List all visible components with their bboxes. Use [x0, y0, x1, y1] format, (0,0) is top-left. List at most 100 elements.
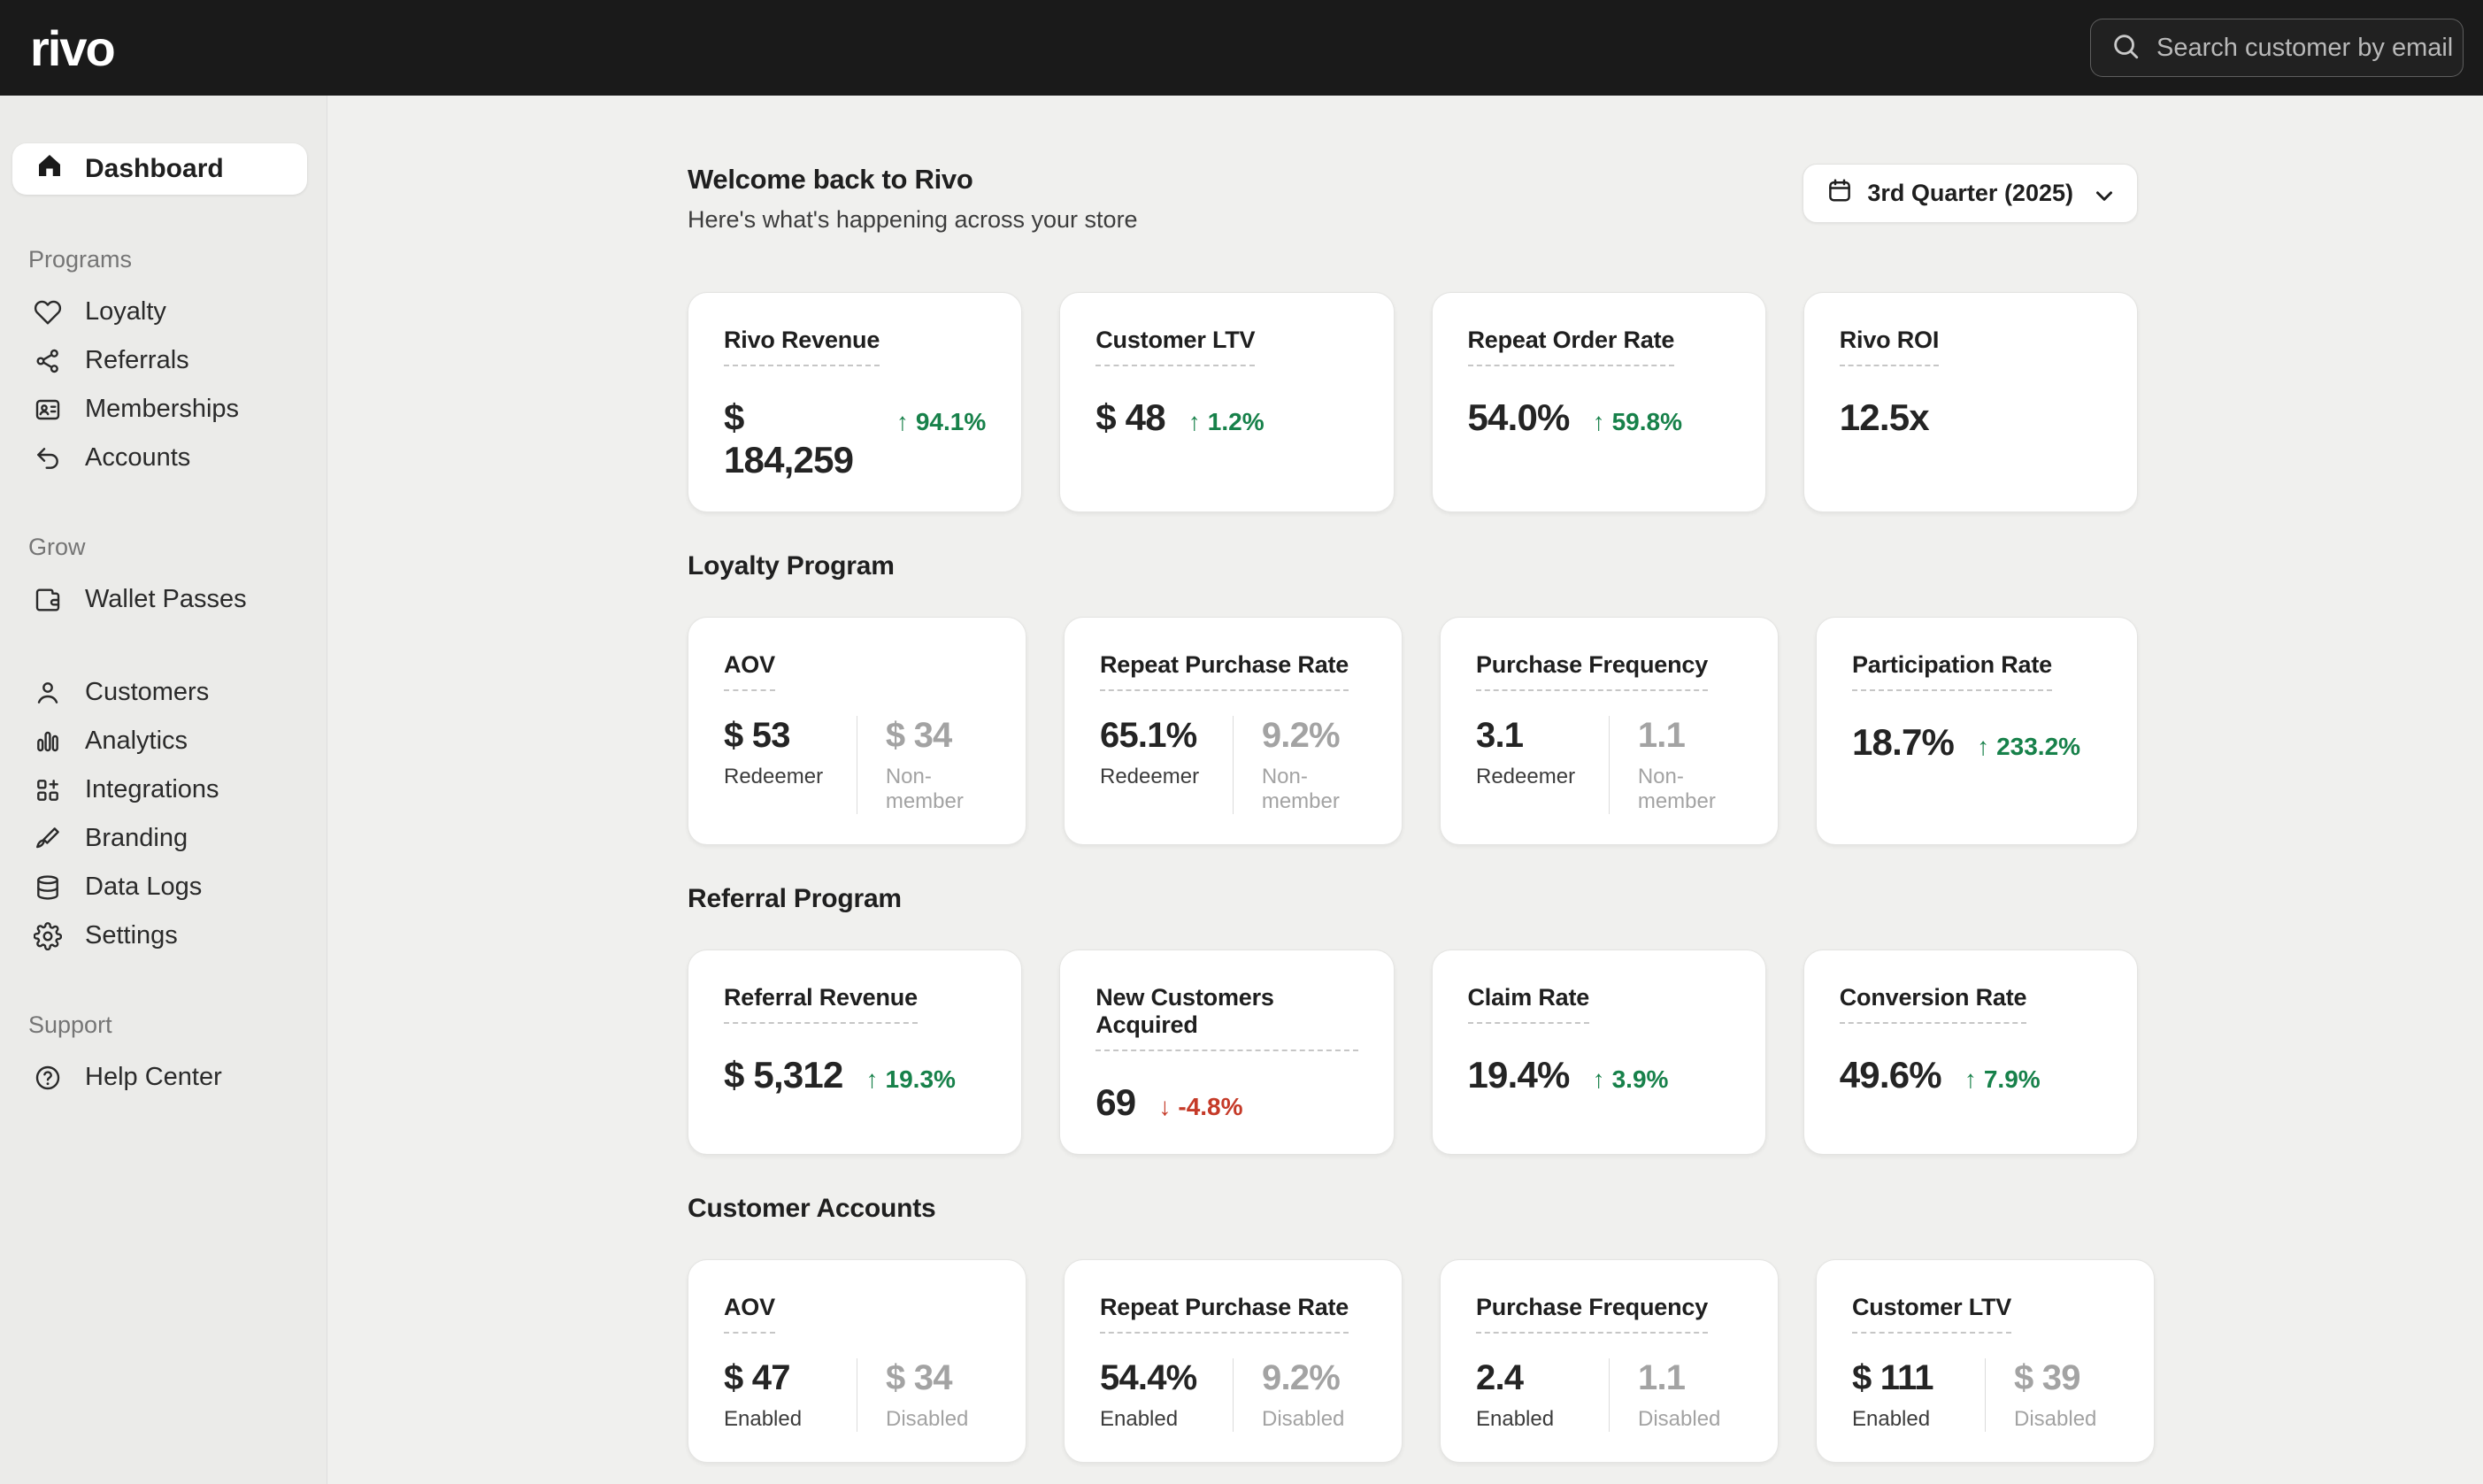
- database-icon: [34, 873, 62, 902]
- metric-card-aov: AOV $ 47 Enabled $ 34 Disabled: [688, 1259, 1026, 1463]
- sidebar-item-memberships[interactable]: Memberships: [12, 385, 307, 434]
- compare-value: $ 47: [724, 1358, 790, 1397]
- chevron-down-icon: [2091, 182, 2114, 205]
- sidebar-section-label: Programs: [28, 246, 133, 273]
- sidebar-item-branding[interactable]: Branding: [12, 814, 307, 863]
- metric-card-repeat-purchase-rate: Repeat Purchase Rate 65.1% Redeemer 9.2% Non…: [1064, 617, 1403, 845]
- metric-value: $ 5,312: [724, 1054, 843, 1096]
- compare-right-column: 1.1 Disabled: [1638, 1358, 1742, 1432]
- section-title: Customer Accounts: [688, 1194, 936, 1223]
- sidebar-item-referrals[interactable]: Referrals: [12, 336, 307, 385]
- arrow-up-icon: ↑: [1977, 733, 1990, 760]
- compare-value: 2.4: [1476, 1358, 1524, 1397]
- metric-card-repeat-order-rate: Repeat Order Rate 54.0% ↑ 59.8%: [1431, 292, 1766, 512]
- sidebar-item-accounts[interactable]: Accounts: [12, 434, 307, 482]
- paintbrush-icon: [34, 825, 62, 853]
- compare-right-column: 9.2% Non-member: [1262, 716, 1366, 814]
- compare-value: 54.4%: [1100, 1358, 1197, 1397]
- calendar-icon: [1826, 177, 1853, 210]
- compare-label: Non-member: [885, 765, 964, 813]
- metric-card-title: Customer LTV: [1095, 327, 1256, 366]
- metric-card-title: Rivo ROI: [1839, 327, 1939, 366]
- sidebar-item-label: Settings: [85, 921, 178, 950]
- metric-compare-row: $ 47 Enabled $ 34 Disabled: [724, 1358, 990, 1432]
- metric-value: 18.7%: [1852, 721, 1955, 763]
- compare-label: Disabled: [1638, 1407, 1721, 1431]
- sidebar-item-integrations[interactable]: Integrations: [12, 765, 307, 814]
- metric-card-aov: AOV $ 53 Redeemer $ 34 Non-member: [688, 617, 1026, 845]
- compare-left-column: $ 53 Redeemer: [724, 716, 828, 814]
- sidebar-item-wallet-passes[interactable]: Wallet Passes: [12, 575, 307, 624]
- sidebar-item-analytics[interactable]: Analytics: [12, 717, 307, 765]
- compare-left-column: 54.4% Enabled: [1100, 1358, 1204, 1432]
- metric-card-title: AOV: [724, 651, 775, 691]
- compare-label: Disabled: [1262, 1407, 1345, 1431]
- metric-card-title: Repeat Purchase Rate: [1100, 1294, 1349, 1334]
- sidebar-item-label: Wallet Passes: [85, 585, 247, 613]
- metric-value: 19.4%: [1467, 1054, 1571, 1096]
- sidebar-item-dashboard[interactable]: Dashboard: [12, 143, 307, 195]
- sidebar-item-label: Dashboard: [85, 154, 224, 183]
- compare-right-column: 9.2% Disabled: [1262, 1358, 1366, 1432]
- metric-card-purchase-frequency: Purchase Frequency 3.1 Redeemer 1.1 Non-memb…: [1440, 617, 1779, 845]
- sidebar-item-label: Analytics: [85, 727, 188, 755]
- arrow-up-icon: ↑: [896, 408, 909, 435]
- welcome-block: Welcome back to Rivo Here's what's happe…: [688, 164, 1138, 234]
- arrow-up-icon: ↑: [1964, 1065, 1977, 1093]
- metric-delta: ↑ 94.1%: [896, 408, 986, 436]
- card-grid: Referral Revenue $ 5,312 ↑ 19.3% New Custome…: [688, 950, 2138, 1155]
- metric-value: 54.0%: [1467, 396, 1571, 438]
- metric-delta-value: -4.8%: [1178, 1093, 1243, 1120]
- compare-label: Enabled: [724, 1407, 803, 1431]
- metric-card-purchase-frequency: Purchase Frequency 2.4 Enabled 1.1 Disabled: [1440, 1259, 1779, 1463]
- customer-search[interactable]: [2090, 19, 2483, 77]
- metric-card-title: AOV: [724, 1294, 775, 1334]
- sidebar: Dashboard Programs Loyalty Referrals Member…: [0, 96, 327, 1484]
- metric-card-title: Participation Rate: [1852, 651, 2052, 691]
- compare-label: Enabled: [1100, 1407, 1179, 1431]
- card-grid: AOV $ 47 Enabled $ 34 Disabled Repeat Purchas…: [688, 1259, 2155, 1463]
- sidebar-item-data-logs[interactable]: Data Logs: [12, 863, 307, 911]
- sidebar-item-help-center[interactable]: Help Center: [12, 1053, 307, 1102]
- arrow-down-icon: ↓: [1158, 1093, 1172, 1120]
- metric-card-title: Purchase Frequency: [1476, 651, 1708, 691]
- period-selector-button[interactable]: 3rd Quarter (2025): [1803, 164, 2138, 223]
- compare-left-column: $ 47 Enabled: [724, 1358, 828, 1432]
- sidebar-section-label: Grow: [28, 534, 86, 560]
- metric-value-row: 19.4% ↑ 3.9%: [1468, 1054, 1730, 1096]
- metric-value-row: $ 5,312 ↑ 19.3%: [724, 1054, 986, 1096]
- compare-left-column: 65.1% Redeemer: [1100, 716, 1204, 814]
- metric-card-rivo-revenue: Rivo Revenue $ 184,259 ↑ 94.1%: [688, 292, 1023, 512]
- search-input[interactable]: [2156, 33, 2483, 63]
- compare-divider: [1233, 716, 1234, 814]
- metric-card-title: Conversion Rate: [1839, 984, 2027, 1024]
- blocks-plus-icon: [34, 776, 62, 804]
- metric-card-title: Referral Revenue: [724, 984, 918, 1024]
- metric-delta-value: 1.2%: [1207, 408, 1265, 435]
- sidebar-item-settings[interactable]: Settings: [12, 911, 307, 960]
- metric-value: $ 184,259: [724, 396, 854, 481]
- metric-card-customer-ltv: Customer LTV $ 48 ↑ 1.2%: [1059, 292, 1395, 512]
- compare-right-column: 1.1 Non-member: [1638, 716, 1742, 814]
- compare-value: 1.1: [1638, 1358, 1686, 1397]
- metric-card-title: Rivo Revenue: [724, 327, 880, 366]
- metric-delta: ↑ 3.9%: [1593, 1065, 1669, 1094]
- sidebar-item-label: Customers: [85, 678, 210, 706]
- undo-arrow-icon: [34, 444, 62, 473]
- metric-card-customer-ltv: Customer LTV $ 111 Enabled $ 39 Disabled: [1816, 1259, 2155, 1463]
- main-content: Welcome back to Rivo Here's what's happe…: [327, 96, 2483, 1484]
- sidebar-item-customers[interactable]: Customers: [12, 668, 307, 717]
- home-icon: [35, 151, 64, 187]
- sidebar-item-loyalty[interactable]: Loyalty: [12, 288, 307, 336]
- compare-divider: [1985, 1358, 1986, 1432]
- metric-card-repeat-purchase-rate: Repeat Purchase Rate 54.4% Enabled 9.2% Disa…: [1064, 1259, 1403, 1463]
- compare-right-column: $ 34 Disabled: [886, 1358, 990, 1432]
- metric-value-row: 12.5x: [1840, 396, 2102, 439]
- compare-label: Non-member: [1637, 765, 1716, 813]
- sidebar-item-label: Memberships: [85, 395, 240, 423]
- sidebar-section: Programs Loyalty Referrals Memberships Accou…: [12, 246, 307, 482]
- metric-value-row: 18.7% ↑ 233.2%: [1852, 721, 2102, 764]
- metric-card-referral-revenue: Referral Revenue $ 5,312 ↑ 19.3%: [688, 950, 1023, 1155]
- help-circle-icon: [34, 1064, 62, 1092]
- compare-label: Disabled: [2014, 1407, 2097, 1431]
